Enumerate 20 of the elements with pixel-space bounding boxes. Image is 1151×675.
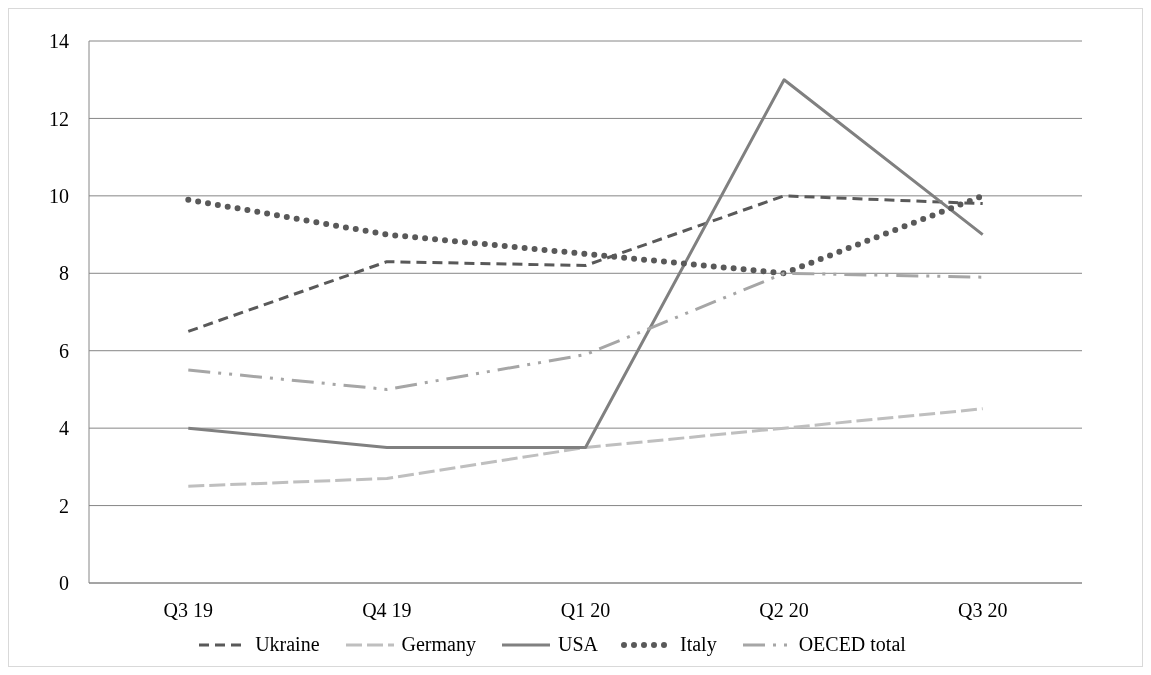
legend-label: USA (557, 633, 598, 656)
y-tick-label: 10 (49, 184, 69, 207)
legend-label: OECED total (798, 633, 906, 656)
y-tick-label: 2 (59, 494, 69, 517)
x-tick-label: Q3 20 (957, 599, 1008, 622)
legend-label: Ukraine (255, 633, 320, 656)
x-tick-label: Q4 19 (362, 599, 412, 622)
x-tick-label: Q1 20 (560, 599, 611, 622)
line-series (186, 407, 985, 488)
y-tick-label: 0 (59, 572, 69, 595)
y-tick-label: 8 (59, 262, 69, 285)
y-tick-label: 6 (59, 339, 69, 362)
y-tick-label: 14 (49, 30, 69, 53)
y-tick-label: 12 (49, 107, 69, 130)
y-tick-label: 4 (59, 417, 69, 440)
legend-label: Italy (679, 633, 717, 656)
x-tick-label: Q3 19 (163, 599, 214, 622)
line-series (186, 194, 985, 333)
legend-label: Germany (401, 633, 476, 656)
x-tick-label: Q2 20 (759, 599, 809, 622)
